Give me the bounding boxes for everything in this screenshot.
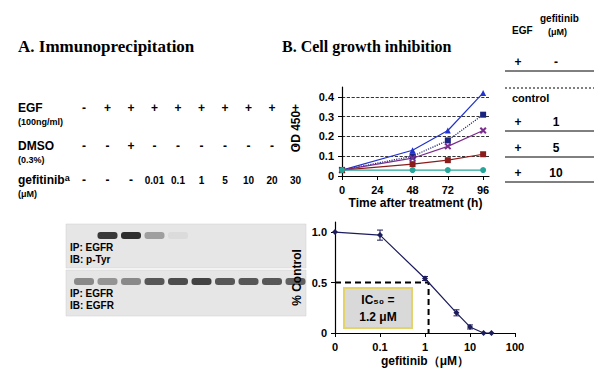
svg-text:control: control [512, 92, 549, 104]
svg-text:0.2: 0.2 [319, 130, 334, 142]
svg-text:IP: EGFR: IP: EGFR [70, 288, 114, 299]
svg-text:20: 20 [266, 175, 278, 186]
svg-text:0.1: 0.1 [372, 341, 387, 353]
svg-text:100: 100 [506, 341, 524, 353]
svg-text:(μM): (μM) [548, 27, 567, 37]
svg-text:-: - [223, 139, 227, 153]
svg-text:+: + [514, 141, 521, 155]
svg-text:-: - [82, 101, 86, 115]
svg-text:0.3: 0.3 [319, 111, 334, 123]
svg-text:1.2 μM: 1.2 μM [359, 310, 396, 324]
svg-text:+: + [514, 115, 521, 129]
svg-text:0.4: 0.4 [319, 91, 335, 103]
svg-text:A. Immunoprecipitation: A. Immunoprecipitation [18, 37, 195, 56]
svg-text:IB: p-Tyr: IB: p-Tyr [70, 254, 110, 265]
svg-text:24: 24 [371, 184, 384, 196]
svg-text:IP: EGFR: IP: EGFR [70, 242, 114, 253]
svg-text:-: - [247, 139, 251, 153]
svg-text:OD 450: OD 450 [289, 110, 303, 152]
svg-text:10: 10 [549, 166, 563, 180]
svg-text:(μM): (μM) [18, 189, 37, 199]
svg-text:+: + [127, 139, 134, 153]
svg-text:48: 48 [406, 184, 418, 196]
svg-text:+: + [104, 101, 111, 115]
svg-text:% Control: % Control [290, 249, 304, 306]
svg-text:10: 10 [243, 175, 255, 186]
svg-text:30: 30 [290, 175, 302, 186]
svg-text:-: - [106, 173, 110, 187]
svg-text:0.01: 0.01 [145, 175, 165, 186]
svg-text:0.5: 0.5 [312, 277, 327, 289]
svg-text:5: 5 [222, 175, 228, 186]
svg-text:gefitinib（μM）: gefitinib（μM） [381, 354, 469, 368]
svg-text:gefitinib: gefitinib [540, 13, 579, 24]
svg-text:gefitinib: gefitinib [18, 173, 65, 187]
svg-text:(100ng/ml): (100ng/ml) [18, 117, 63, 127]
svg-text:5: 5 [553, 141, 560, 155]
svg-text:+: + [221, 101, 228, 115]
svg-text:EGF: EGF [18, 101, 43, 115]
svg-text:-: - [82, 173, 86, 187]
svg-text:1: 1 [199, 175, 205, 186]
svg-text:0.1: 0.1 [319, 150, 334, 162]
svg-text:+: + [514, 55, 521, 69]
svg-text:+: + [151, 101, 158, 115]
svg-text:IC₅₀ =: IC₅₀ = [361, 293, 394, 307]
svg-text:+: + [127, 101, 134, 115]
svg-text:+: + [245, 101, 252, 115]
svg-text:-: - [554, 55, 558, 69]
svg-text:IB: EGFR: IB: EGFR [70, 300, 115, 311]
svg-text:0: 0 [339, 184, 345, 196]
svg-text:-: - [129, 173, 133, 187]
svg-text:a: a [65, 173, 71, 183]
svg-text:-: - [153, 139, 157, 153]
svg-text:(0.3%): (0.3%) [18, 155, 45, 165]
svg-text:+: + [514, 166, 521, 180]
svg-text:-: - [176, 139, 180, 153]
svg-text:DMSO: DMSO [18, 139, 54, 153]
svg-text:+: + [268, 101, 275, 115]
svg-text:Time after treatment (h): Time after treatment (h) [349, 196, 483, 210]
svg-text:+: + [174, 101, 181, 115]
svg-text:1: 1 [553, 115, 560, 129]
svg-text:B. Cell growth inhibition: B. Cell growth inhibition [282, 38, 452, 56]
svg-text:0: 0 [328, 170, 334, 182]
svg-text:10: 10 [464, 341, 476, 353]
svg-text:-: - [82, 139, 86, 153]
svg-text:1.0: 1.0 [312, 226, 327, 238]
svg-text:-: - [270, 139, 274, 153]
svg-text:0: 0 [321, 327, 327, 339]
svg-text:0: 0 [332, 341, 338, 353]
svg-text:EGF: EGF [512, 25, 533, 36]
svg-text:+: + [198, 101, 205, 115]
svg-text:72: 72 [442, 184, 454, 196]
svg-text:1: 1 [422, 341, 428, 353]
svg-text:-: - [106, 139, 110, 153]
svg-text:0.1: 0.1 [171, 175, 185, 186]
svg-text:-: - [200, 139, 204, 153]
svg-text:96: 96 [477, 184, 489, 196]
